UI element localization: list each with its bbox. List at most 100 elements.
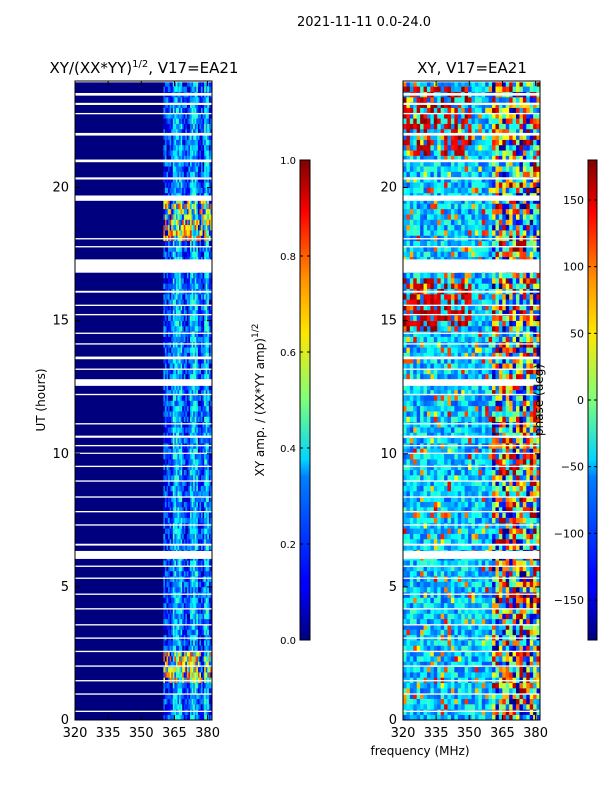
left-heatmap-cell — [186, 570, 189, 577]
right-heatmap-cell — [536, 629, 540, 636]
left-heatmap-cell — [183, 475, 186, 481]
left-heatmap-cell — [210, 586, 212, 593]
left-heatmap-cell — [193, 203, 196, 210]
left-heatmap-cell — [179, 331, 181, 337]
left-heatmap-cell — [166, 144, 169, 151]
left-heatmap-cell — [190, 96, 192, 103]
left-heatmap-cell — [186, 373, 189, 380]
left-heatmap-cell — [168, 544, 170, 550]
right-heatmap-cell — [423, 586, 428, 593]
right-heatmap-cell — [509, 666, 513, 673]
left-heatmap-cell — [207, 640, 210, 646]
left-heatmap-cell — [168, 325, 170, 332]
left-heatmap-cell — [177, 544, 180, 550]
left-heatmap-cell — [197, 560, 200, 566]
left-heatmap-cell — [163, 384, 166, 391]
right-heatmap-cell — [454, 656, 459, 662]
left-heatmap-cell — [172, 650, 175, 657]
right-heatmap-cell — [406, 586, 411, 593]
left-heatmap-cell — [182, 501, 185, 508]
left-heatmap-cell — [190, 544, 192, 550]
right-heatmap-cell — [502, 592, 507, 598]
left-heatmap-cell — [190, 283, 192, 289]
left-heatmap-cell — [172, 240, 175, 247]
right-heatmap-cell — [505, 581, 510, 588]
right-heatmap-cell — [505, 672, 510, 678]
left-heatmap-cell — [171, 432, 174, 439]
left-heatmap-cell — [210, 112, 212, 119]
left-heatmap-cell — [199, 437, 202, 444]
right-heatmap-cell — [461, 586, 465, 593]
left-heatmap-cell — [172, 698, 175, 705]
left-heatmap-cell — [164, 341, 167, 348]
left-heatmap-cell — [201, 251, 203, 258]
right-heatmap-cell — [433, 672, 438, 678]
left-heatmap-cell — [183, 118, 186, 124]
right-heatmap-cell — [406, 693, 411, 700]
left-heatmap-cell — [166, 538, 169, 545]
left-heatmap-cell — [188, 682, 191, 689]
left-heatmap-cell — [185, 469, 188, 476]
right-heatmap-cell — [440, 570, 445, 577]
left-heatmap-cell — [186, 656, 189, 662]
left-heatmap-cell — [190, 224, 192, 231]
left-heatmap-cell — [208, 224, 211, 231]
left-heatmap-cell — [208, 618, 211, 625]
x-tick-label: 335 — [96, 726, 121, 741]
left-heatmap-cell — [210, 485, 212, 492]
left-heatmap-cell — [166, 714, 169, 720]
left-heatmap-cell — [171, 613, 174, 620]
left-heatmap-cell — [205, 251, 208, 258]
left-heatmap-cell — [201, 294, 203, 300]
left-heatmap-cell — [186, 139, 189, 146]
left-heatmap-cell — [180, 214, 183, 220]
right-heatmap-cell — [492, 592, 496, 598]
right-heatmap-cell — [403, 613, 407, 620]
left-heatmap-cell — [210, 320, 212, 327]
right-heatmap-cell — [464, 704, 469, 710]
left-heatmap-cell — [164, 304, 167, 311]
left-heatmap-cell — [175, 528, 178, 534]
left-heatmap-cell — [172, 246, 175, 252]
left-heatmap-cell — [194, 704, 197, 710]
right-heatmap-cell — [474, 714, 479, 720]
left-heatmap-cell — [202, 656, 205, 662]
left-heatmap-cell — [183, 294, 186, 300]
left-heatmap-cell — [164, 363, 167, 369]
left-heatmap-cell — [196, 203, 199, 210]
left-heatmap-cell — [185, 368, 188, 375]
left-heatmap-cell — [185, 427, 188, 433]
right-heatmap-cell — [454, 576, 459, 582]
left-heatmap-cell — [208, 182, 211, 188]
left-heatmap-cell — [196, 214, 199, 220]
left-heatmap-cell — [175, 640, 178, 646]
left-heatmap-cell — [193, 576, 196, 582]
left-heatmap-cell — [207, 709, 210, 715]
right-heatmap-cell — [492, 586, 496, 593]
left-heatmap-cell — [207, 400, 210, 407]
left-heatmap-cell — [164, 517, 167, 524]
right-heatmap-cell — [481, 618, 486, 625]
left-heatmap-cell — [196, 432, 199, 439]
left-heatmap-cell — [177, 522, 180, 529]
left-heatmap-cell — [174, 411, 177, 417]
left-heatmap-cell — [172, 544, 175, 550]
left-heatmap-cell — [204, 107, 207, 114]
left-heatmap-cell — [185, 491, 188, 497]
left-heatmap-cell — [174, 592, 177, 598]
left-heatmap-cell — [177, 538, 180, 545]
left-heatmap-cell — [182, 491, 185, 497]
right-heatmap-cell — [457, 640, 462, 646]
left-heatmap-cell — [171, 427, 174, 433]
left-heatmap-cell — [197, 278, 200, 284]
left-heatmap-cell — [202, 203, 205, 210]
right-heatmap-cell — [413, 624, 417, 630]
left-heatmap-cell — [188, 166, 191, 172]
left-heatmap-cell — [180, 650, 183, 657]
left-heatmap-cell — [177, 411, 180, 417]
left-heatmap-cell — [199, 102, 202, 108]
left-heatmap-cell — [199, 123, 202, 130]
left-heatmap-cell — [204, 565, 207, 572]
left-heatmap-cell — [175, 432, 178, 439]
right-heatmap-cell — [406, 592, 411, 598]
